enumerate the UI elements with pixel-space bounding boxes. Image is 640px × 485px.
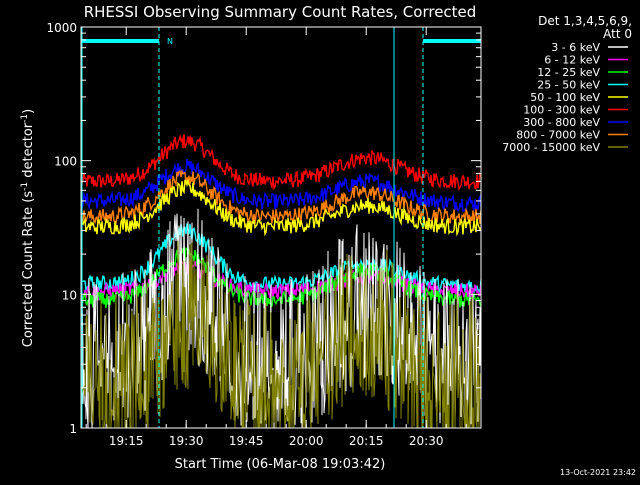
y-axis-label-sup1: -1	[20, 182, 30, 191]
y-tick-label: 10	[62, 288, 77, 302]
legend-entry-label: 12 - 25 keV	[537, 66, 600, 79]
series-50-100-kev	[81, 178, 481, 237]
plot-frame	[80, 26, 482, 429]
series-800-7000-kev	[81, 168, 481, 226]
x-tick-label: 19:15	[109, 434, 144, 448]
legend-header-line-1: Det 1,3,4,5,6,9,	[538, 14, 632, 28]
y-axis-label-sup2: -1	[20, 114, 30, 123]
x-tick-label: 19:45	[229, 434, 264, 448]
x-tick-label: 20:30	[409, 434, 444, 448]
plot-area: N 19:15 19:30 19:45 20:00 20:15 20:30 1 10 100 100…	[46, 21, 482, 448]
series-line	[81, 159, 481, 212]
y-tick-label: 100	[54, 155, 77, 169]
series-line	[81, 168, 481, 226]
legend-entry-label: 3 - 6 keV	[551, 41, 600, 54]
y-axis-label-mid: detector	[21, 122, 36, 182]
y-axis-label: Corrected Count Rate (s-1 detector-1)	[20, 109, 36, 347]
legend-entry-label: 50 - 100 keV	[530, 91, 600, 104]
series-line	[81, 178, 481, 237]
x-axis-label: Start Time (06-Mar-08 19:03:42)	[175, 457, 386, 472]
legend-entry-label: 25 - 50 keV	[537, 79, 600, 92]
series-line	[81, 240, 481, 428]
legend-entry-label: 300 - 800 keV	[523, 116, 600, 129]
night-marker-label: N	[167, 37, 173, 46]
series-line	[81, 133, 481, 192]
series-100-300-kev	[81, 133, 481, 192]
legend-entry-label: 7000 - 15000 keV	[502, 141, 600, 154]
series-7000-15000-kev	[81, 240, 481, 428]
series-300-800-kev	[81, 159, 481, 212]
legend-entry-label: 100 - 300 keV	[523, 104, 600, 117]
y-axis-label-main: Corrected Count Rate (s	[21, 191, 36, 348]
legend-entry-label: 800 - 7000 keV	[516, 129, 600, 142]
legend-header-line-2: Att 0	[603, 27, 632, 41]
legend-entry-label: 6 - 12 keV	[544, 54, 600, 67]
y-tick-label: 1	[69, 422, 77, 436]
date-stamp: 13-Oct-2021 23:42	[560, 468, 636, 477]
chart-title: RHESSI Observing Summary Count Rates, Co…	[84, 3, 477, 21]
y-axis-label-end: )	[21, 109, 36, 114]
x-tick-label: 19:30	[169, 434, 204, 448]
x-tick-label: 20:00	[289, 434, 324, 448]
x-tick-label: 20:15	[349, 434, 384, 448]
y-tick-label: 1000	[46, 21, 77, 35]
